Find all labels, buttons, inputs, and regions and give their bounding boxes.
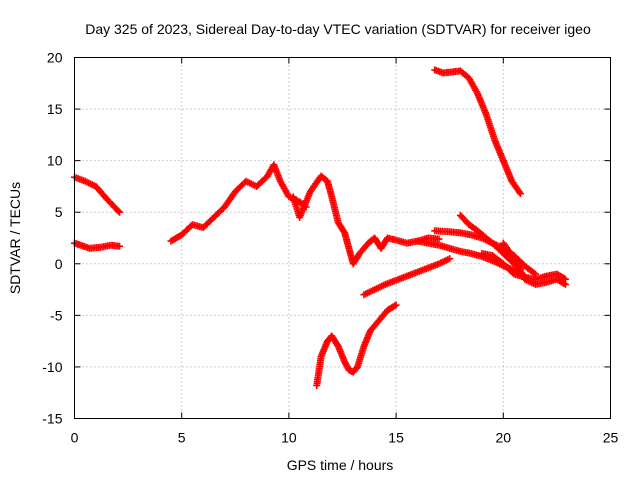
series-arc-5 — [313, 301, 400, 389]
series-arc-3 — [167, 161, 310, 245]
data-point — [114, 207, 122, 215]
x-axis-label: GPS time / hours — [287, 457, 394, 473]
y-tick-label: 20 — [47, 50, 63, 66]
y-axis-label: SDTVAR / TECUs — [7, 182, 23, 294]
series-arc-12 — [499, 239, 569, 288]
data-point — [116, 208, 124, 216]
data-point — [340, 227, 348, 235]
series-arc-7 — [431, 66, 524, 198]
x-tick-label: 5 — [178, 430, 186, 446]
series-arc-2 — [71, 239, 124, 252]
y-tick-label: 5 — [55, 204, 63, 220]
series-arc-6 — [360, 255, 454, 299]
x-tick-label: 10 — [281, 430, 297, 446]
chart-title: Day 325 of 2023, Sidereal Day-to-day VTE… — [85, 21, 591, 37]
data-point — [391, 302, 399, 310]
plot-area — [71, 66, 569, 389]
y-tick-label: 0 — [55, 256, 63, 272]
series-arc-1 — [71, 173, 124, 216]
plot-frame — [74, 57, 611, 419]
y-tick-label: 15 — [47, 101, 63, 117]
x-tick-label: 20 — [496, 430, 512, 446]
data-point — [116, 242, 124, 250]
x-tick-label: 15 — [388, 430, 404, 446]
data-point — [516, 190, 524, 198]
data-point — [561, 280, 569, 288]
data-point — [560, 280, 568, 288]
y-tick-label: -5 — [50, 307, 63, 323]
x-tick-label: 25 — [603, 430, 619, 446]
data-point — [392, 301, 400, 309]
y-tick-label: 10 — [47, 153, 63, 169]
y-tick-label: -10 — [42, 359, 62, 375]
data-point — [435, 235, 443, 243]
data-point — [530, 269, 538, 277]
series-arc-4 — [289, 172, 443, 268]
axis-ticks: 0 5 10 15 20 25 -15 -10 -5 0 5 10 15 20 — [42, 50, 618, 446]
y-tick-label: -15 — [42, 411, 62, 427]
x-tick-label: 0 — [71, 430, 79, 446]
grid — [74, 57, 611, 419]
data-point — [446, 255, 454, 263]
